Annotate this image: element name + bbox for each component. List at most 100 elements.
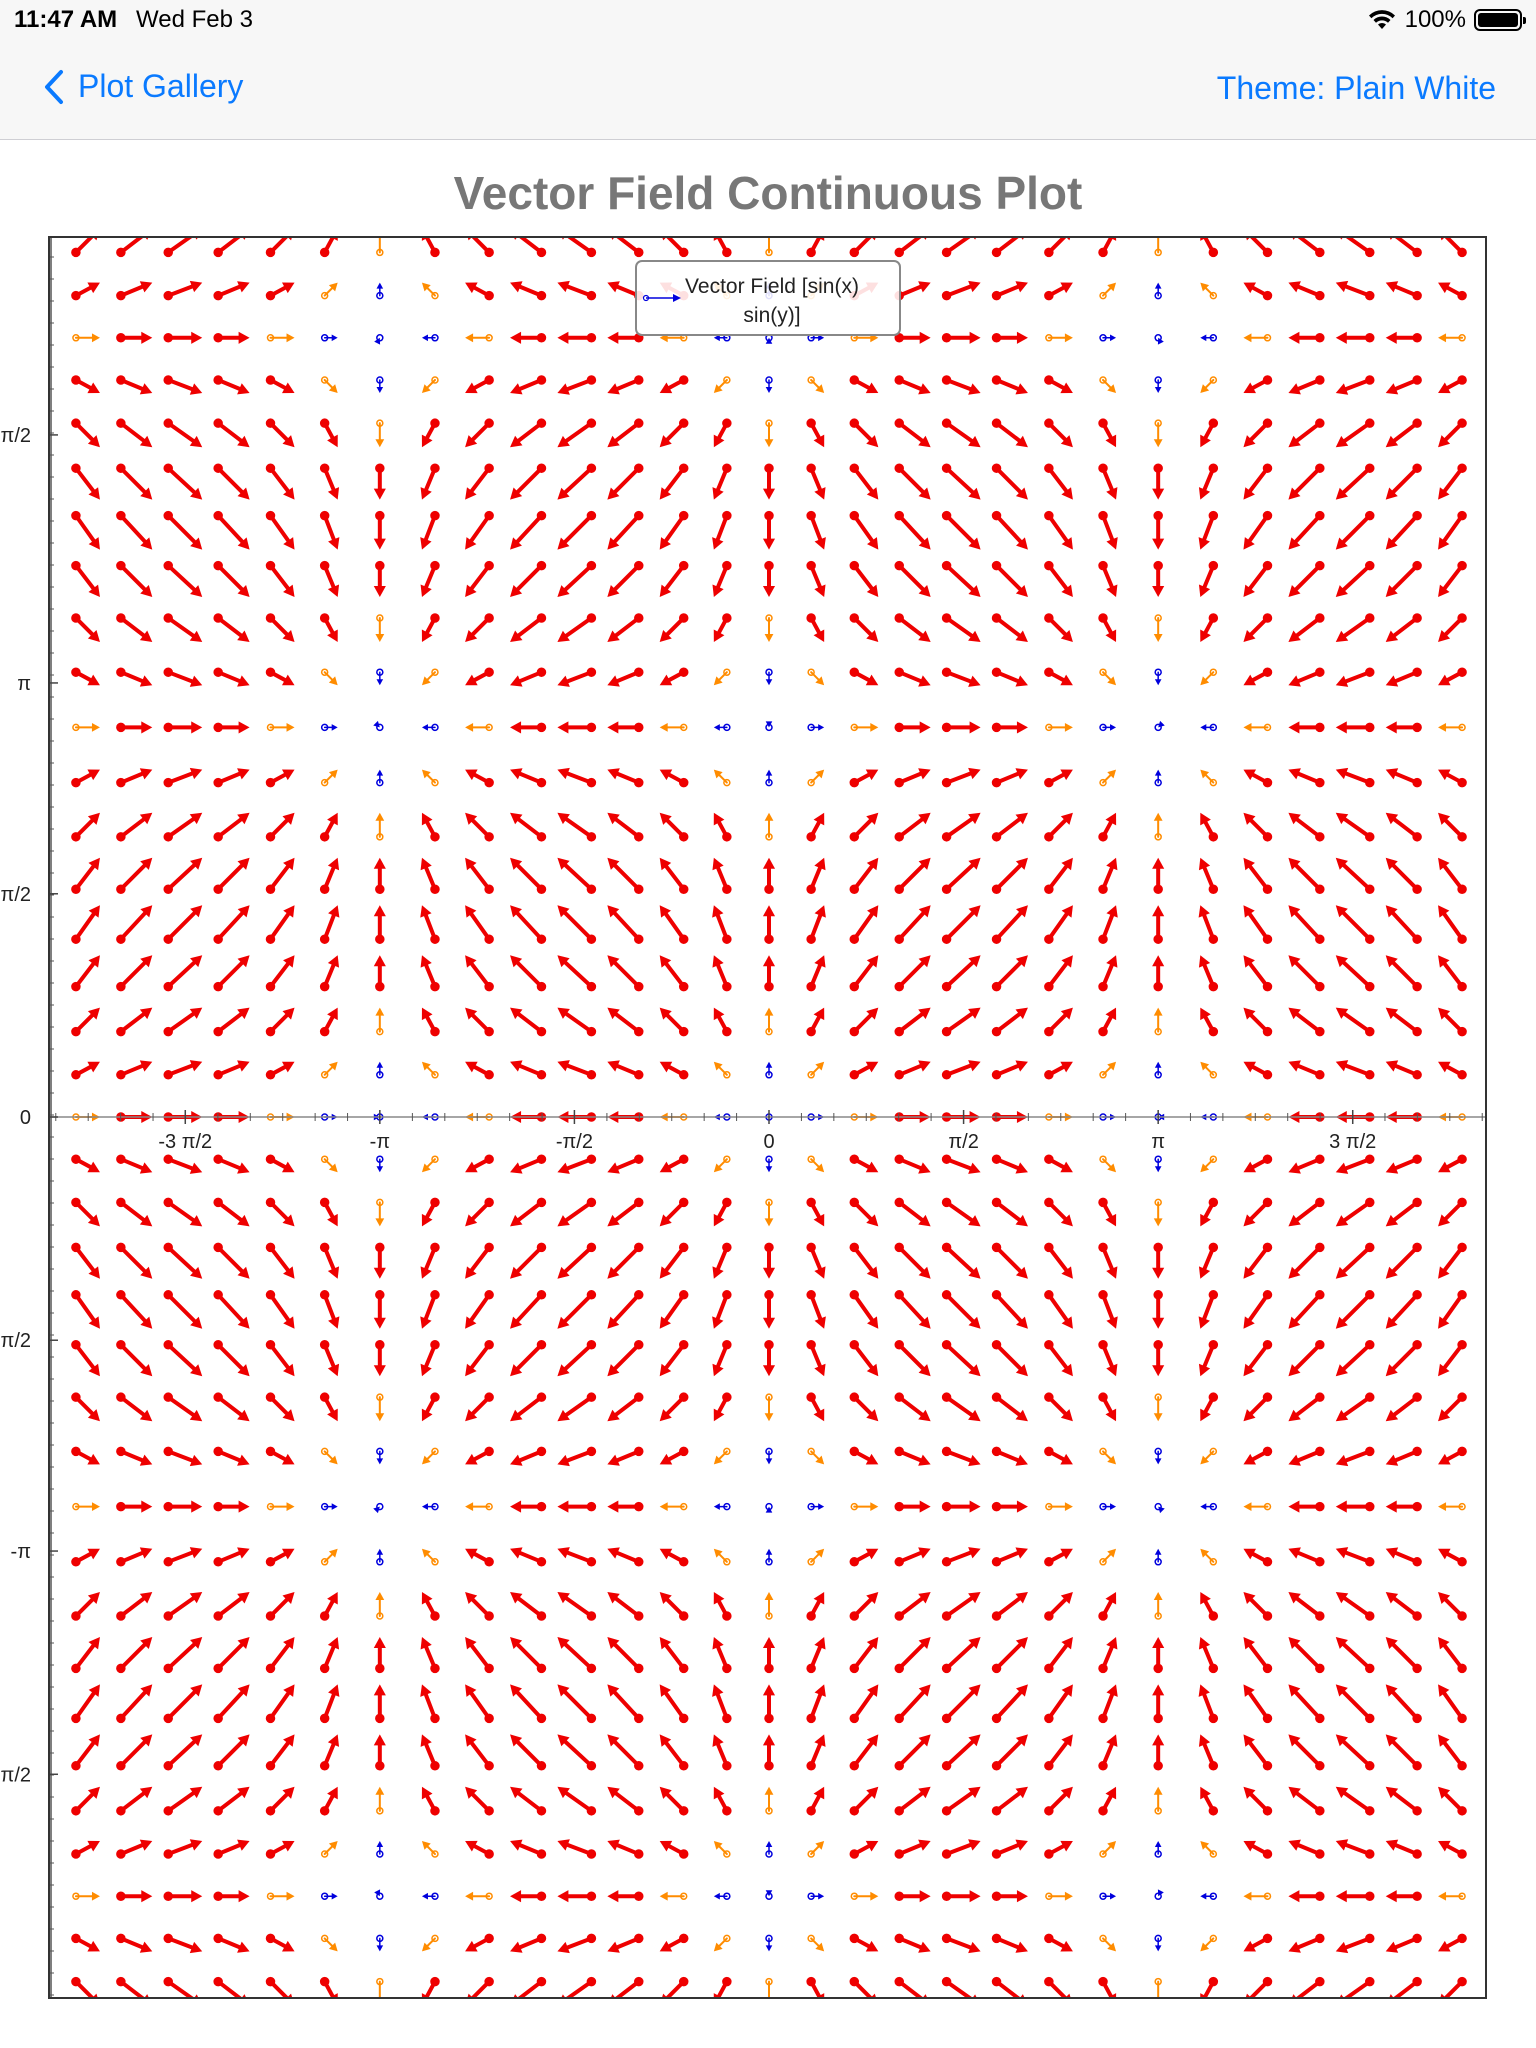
vector-arrow — [765, 1061, 773, 1079]
vector-arrow — [1438, 1591, 1467, 1621]
vector-arrow — [510, 1007, 547, 1037]
vector-arrow — [1385, 905, 1422, 944]
vector-arrow — [213, 905, 250, 944]
vector-arrow — [713, 613, 732, 643]
vector-arrow — [894, 1446, 931, 1466]
vector-arrow — [510, 905, 547, 944]
vector-arrow — [319, 1007, 338, 1037]
vector-arrow — [1335, 1392, 1375, 1422]
vector-arrow — [1154, 769, 1162, 787]
vector-arrow — [1098, 1340, 1118, 1377]
vector-arrow — [163, 280, 203, 301]
vector-arrow — [1098, 418, 1117, 448]
vector-arrow — [1152, 1734, 1165, 1771]
vector-arrow — [265, 1636, 295, 1674]
vector-arrow — [71, 613, 100, 643]
vector-arrow — [265, 1786, 295, 1816]
vector-arrow — [849, 1684, 879, 1724]
vector-arrow — [1044, 1340, 1073, 1377]
vector-arrow — [557, 905, 597, 944]
vector-arrow — [659, 1548, 689, 1567]
vector-arrow — [213, 1547, 250, 1567]
vector-arrow — [765, 1447, 773, 1465]
vector-arrow — [659, 1933, 689, 1952]
vector-arrow — [607, 1446, 644, 1466]
vector-arrow — [71, 1591, 100, 1621]
vector-arrow — [1200, 1840, 1218, 1858]
back-button[interactable]: Plot Gallery — [44, 68, 243, 105]
vector-arrow — [465, 1840, 494, 1859]
vector-arrow — [1198, 463, 1219, 500]
vector-arrow — [421, 769, 439, 787]
vector-arrow — [376, 1061, 384, 1079]
vector-arrow — [762, 1340, 776, 1377]
vector-arrow — [1198, 1636, 1219, 1674]
vector-arrow — [213, 1197, 250, 1227]
vector-arrow — [607, 1933, 644, 1953]
vector-arrow — [421, 1007, 440, 1037]
vector-arrow — [465, 375, 494, 394]
vector-arrow — [607, 812, 644, 842]
x-tick-label: π — [1151, 1131, 1165, 1153]
vector-arrow — [265, 237, 293, 258]
vector-arrow — [1243, 1007, 1273, 1037]
vector-arrow — [894, 613, 931, 643]
vector-arrow — [713, 668, 731, 686]
vector-arrow — [762, 463, 776, 500]
vector-arrow — [266, 1502, 295, 1512]
vector-arrow — [265, 613, 295, 643]
vector-arrow — [375, 1198, 385, 1227]
vector-arrow — [894, 1636, 931, 1674]
vector-arrow — [1385, 613, 1422, 643]
vector-arrow — [1153, 1007, 1163, 1036]
vector-arrow — [1335, 1290, 1375, 1329]
vector-arrow — [849, 667, 879, 686]
chart-title: Vector Field Continuous Plot — [453, 167, 1083, 219]
vector-arrow — [163, 237, 199, 258]
vector-arrow — [991, 1933, 1028, 1953]
vector-arrow — [712, 1684, 732, 1724]
y-tick-label: π — [17, 673, 31, 695]
vector-arrow — [1243, 1933, 1273, 1952]
vector-arrow — [320, 668, 338, 686]
vector-arrow — [849, 1061, 879, 1080]
vector-arrow — [510, 667, 547, 687]
vector-arrow — [1438, 1684, 1467, 1724]
vector-arrow — [659, 1154, 689, 1173]
vector-arrow — [806, 1340, 826, 1377]
vector-arrow — [1099, 1548, 1117, 1566]
vector-arrow — [1154, 1840, 1162, 1858]
vector-arrow — [1044, 667, 1073, 686]
vector-arrow — [1200, 668, 1218, 686]
vector-arrow — [213, 1734, 250, 1771]
vector-arrow — [806, 1734, 826, 1771]
vector-arrow — [659, 1197, 689, 1227]
vector-arrow — [1385, 1007, 1422, 1037]
vector-arrow — [1044, 1548, 1073, 1567]
vector-arrow — [1044, 1684, 1073, 1724]
vector-arrow — [71, 1636, 100, 1674]
vector-arrow — [894, 1933, 931, 1953]
vector-arrow — [116, 281, 153, 301]
vector-arrow — [557, 1890, 597, 1903]
vector-arrow — [849, 1591, 879, 1621]
vector-arrow — [1385, 1197, 1422, 1227]
vector-arrow — [373, 510, 386, 550]
vector-arrow — [557, 1547, 597, 1567]
vector-arrow — [265, 1197, 295, 1227]
vector-arrow — [420, 955, 440, 992]
vector-arrow — [607, 1890, 644, 1903]
vector-arrow — [1288, 1446, 1325, 1466]
vector-arrow — [1200, 1392, 1219, 1422]
vector-arrow — [1335, 1446, 1375, 1467]
theme-button[interactable]: Theme: Plain White — [1216, 70, 1496, 106]
vector-arrow — [510, 1500, 547, 1513]
vector-arrow — [319, 1591, 338, 1621]
vector-arrow — [513, 237, 547, 258]
vector-arrow — [659, 1786, 689, 1816]
vector-arrow — [1153, 614, 1163, 643]
vector-arrow — [421, 723, 439, 732]
back-button-label: Plot Gallery — [78, 68, 244, 104]
vector-arrow — [163, 1154, 203, 1174]
vector-arrow — [894, 1007, 931, 1037]
